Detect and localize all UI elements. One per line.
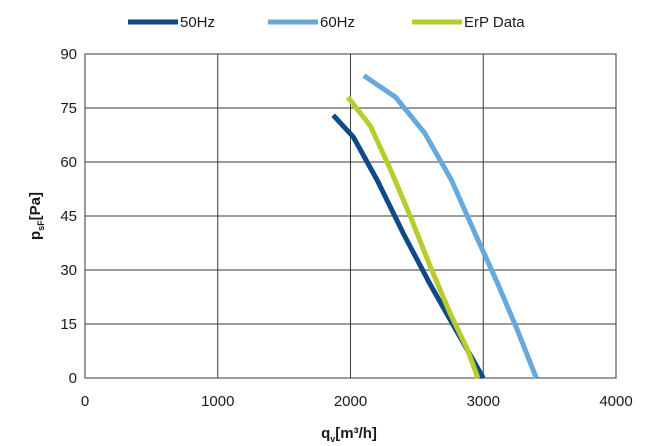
- y-tick-label: 90: [60, 46, 77, 63]
- y-axis-title: psF[Pa]: [27, 192, 46, 240]
- x-tick-label: 2000: [334, 393, 367, 410]
- y-tick-label: 30: [60, 262, 77, 279]
- y-axis-ticks: 0 15 30 45 60 75 90: [60, 46, 77, 387]
- x-tick-label: 1000: [201, 393, 234, 410]
- x-tick-label: 0: [81, 393, 89, 410]
- legend-label: 60Hz: [320, 14, 355, 31]
- plot-frame: [84, 53, 617, 379]
- y-tick-label: 15: [60, 316, 77, 333]
- legend: 50Hz 60Hz ErP Data: [128, 14, 525, 31]
- legend-label: ErP Data: [464, 14, 525, 31]
- x-axis-ticks: 0 1000 2000 3000 4000: [81, 393, 633, 410]
- x-axis-title: qv[m³/h]: [321, 425, 377, 444]
- y-tick-label: 75: [60, 100, 77, 117]
- series-line-erp-data: [345, 95, 481, 379]
- y-tick-label: 0: [69, 370, 77, 387]
- series-lines: [331, 73, 539, 380]
- x-tick-label: 3000: [467, 393, 500, 410]
- series-line-60hz: [362, 73, 539, 379]
- y-tick-label: 60: [60, 154, 77, 171]
- x-tick-label: 4000: [599, 393, 632, 410]
- legend-label: 50Hz: [180, 14, 215, 31]
- y-tick-label: 45: [60, 208, 77, 225]
